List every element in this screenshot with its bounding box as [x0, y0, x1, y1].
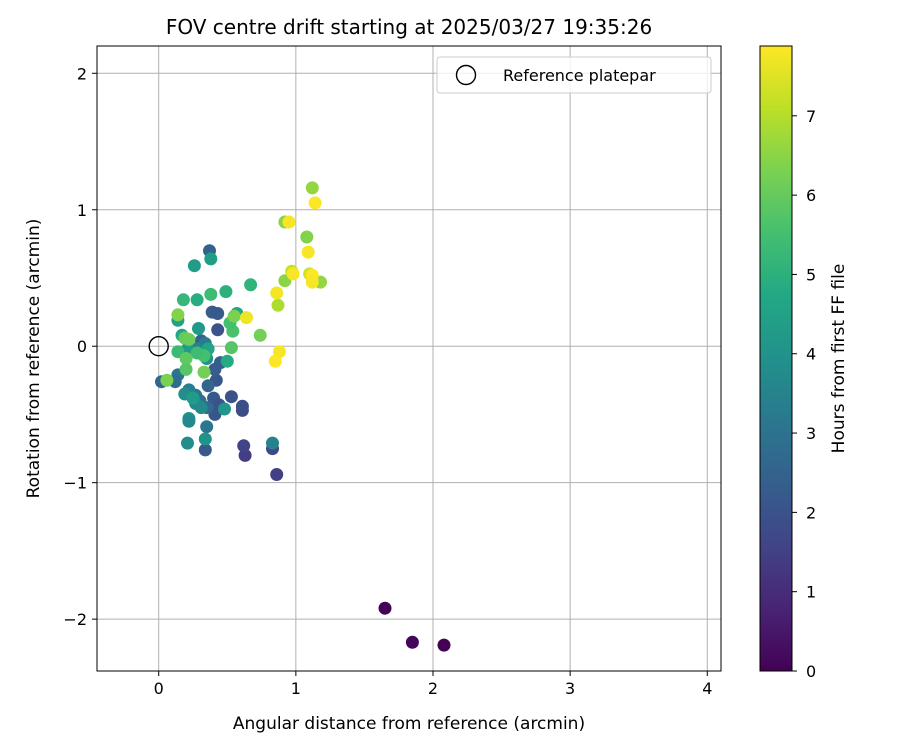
axis-ticks: 0 1 2 3 4 −2 −1 0 1 2: [63, 64, 712, 698]
data-point: [224, 390, 238, 404]
colorbar-frame: [759, 45, 793, 672]
plot-frame: [96, 45, 722, 672]
y-tick-label: −1: [63, 474, 87, 493]
colorbar-tick-label: 7: [806, 107, 816, 126]
data-point: [238, 448, 252, 462]
data-point: [194, 401, 208, 415]
data-point: [270, 468, 284, 481]
data-point: [182, 332, 196, 346]
data-point: [218, 402, 231, 416]
data-point: [240, 311, 253, 325]
data-point: [305, 275, 319, 289]
x-tick-label: 1: [291, 679, 301, 698]
data-point: [176, 293, 190, 307]
data-point: [197, 365, 211, 379]
y-tick-label: −2: [63, 610, 87, 629]
colorbar-label: Hours from first FF file: [829, 264, 849, 454]
data-point: [171, 308, 185, 322]
y-tick-label: 1: [77, 201, 87, 220]
legend-box: [436, 56, 712, 94]
data-point: [286, 267, 300, 281]
data-point: [282, 215, 296, 229]
legend-label: Reference platepar: [503, 66, 656, 85]
colorbar-tick-label: 2: [806, 503, 816, 522]
colorbar-tick-label: 4: [806, 345, 816, 364]
data-point: [227, 309, 241, 323]
colorbar-tick-label: 3: [806, 424, 816, 443]
data-point: [179, 352, 193, 365]
y-tick-label: 2: [77, 64, 87, 83]
colorbar-tick-label: 6: [806, 186, 816, 205]
data-point: [198, 443, 212, 457]
data-point: [271, 298, 285, 312]
data-point: [235, 399, 249, 413]
data-point: [204, 287, 218, 301]
data-point: [204, 252, 218, 266]
data-point: [186, 391, 200, 405]
legend: Reference platepar: [436, 56, 712, 94]
data-point: [190, 293, 204, 307]
data-point: [179, 362, 193, 376]
colorbar: 0 1 2 3 4 5 6 7 Hours from first FF file: [759, 45, 849, 681]
data-point: [270, 286, 284, 300]
data-point: [300, 230, 314, 244]
data-point: [201, 379, 215, 393]
data-point: [405, 635, 419, 649]
chart-title: FOV centre drift starting at 2025/03/27 …: [166, 15, 652, 39]
data-point: [211, 307, 225, 320]
data-point: [237, 439, 251, 453]
data-point: [208, 362, 222, 376]
x-tick-label: 2: [428, 679, 438, 698]
x-axis-label: Angular distance from reference (arcmin): [233, 714, 585, 734]
data-point: [200, 420, 214, 434]
colorbar-tick-label: 5: [806, 265, 816, 284]
data-point: [182, 414, 196, 428]
data-point: [301, 245, 315, 259]
data-point: [305, 181, 319, 195]
data-points: [155, 181, 451, 652]
x-tick-label: 3: [565, 679, 575, 698]
colorbar-tick-label: 1: [806, 583, 816, 602]
colorbar-tick-label: 0: [806, 662, 816, 681]
data-point: [224, 341, 238, 355]
data-point: [211, 323, 225, 337]
data-point: [378, 601, 392, 615]
data-point: [220, 354, 234, 368]
data-point: [187, 259, 201, 273]
data-point: [437, 638, 451, 652]
data-point: [219, 285, 233, 299]
data-point: [160, 373, 174, 387]
data-point: [268, 354, 282, 368]
data-point: [308, 196, 322, 210]
colorbar-ticks: 0 1 2 3 4 5 6 7: [792, 107, 816, 681]
data-point: [198, 432, 212, 446]
data-point: [192, 322, 205, 335]
data-point: [190, 346, 204, 360]
data-point: [181, 436, 194, 450]
data-point: [253, 328, 267, 342]
x-tick-label: 0: [154, 679, 164, 698]
reference-platepar-marker: [148, 336, 169, 357]
y-axis-label: Rotation from reference (arcmin): [24, 219, 44, 499]
data-point: [266, 436, 279, 450]
legend-reference-marker: [455, 64, 477, 86]
data-point: [244, 278, 258, 292]
x-tick-label: 4: [702, 679, 712, 698]
colorbar-gradient: [760, 46, 792, 671]
y-tick-label: 0: [77, 337, 87, 356]
